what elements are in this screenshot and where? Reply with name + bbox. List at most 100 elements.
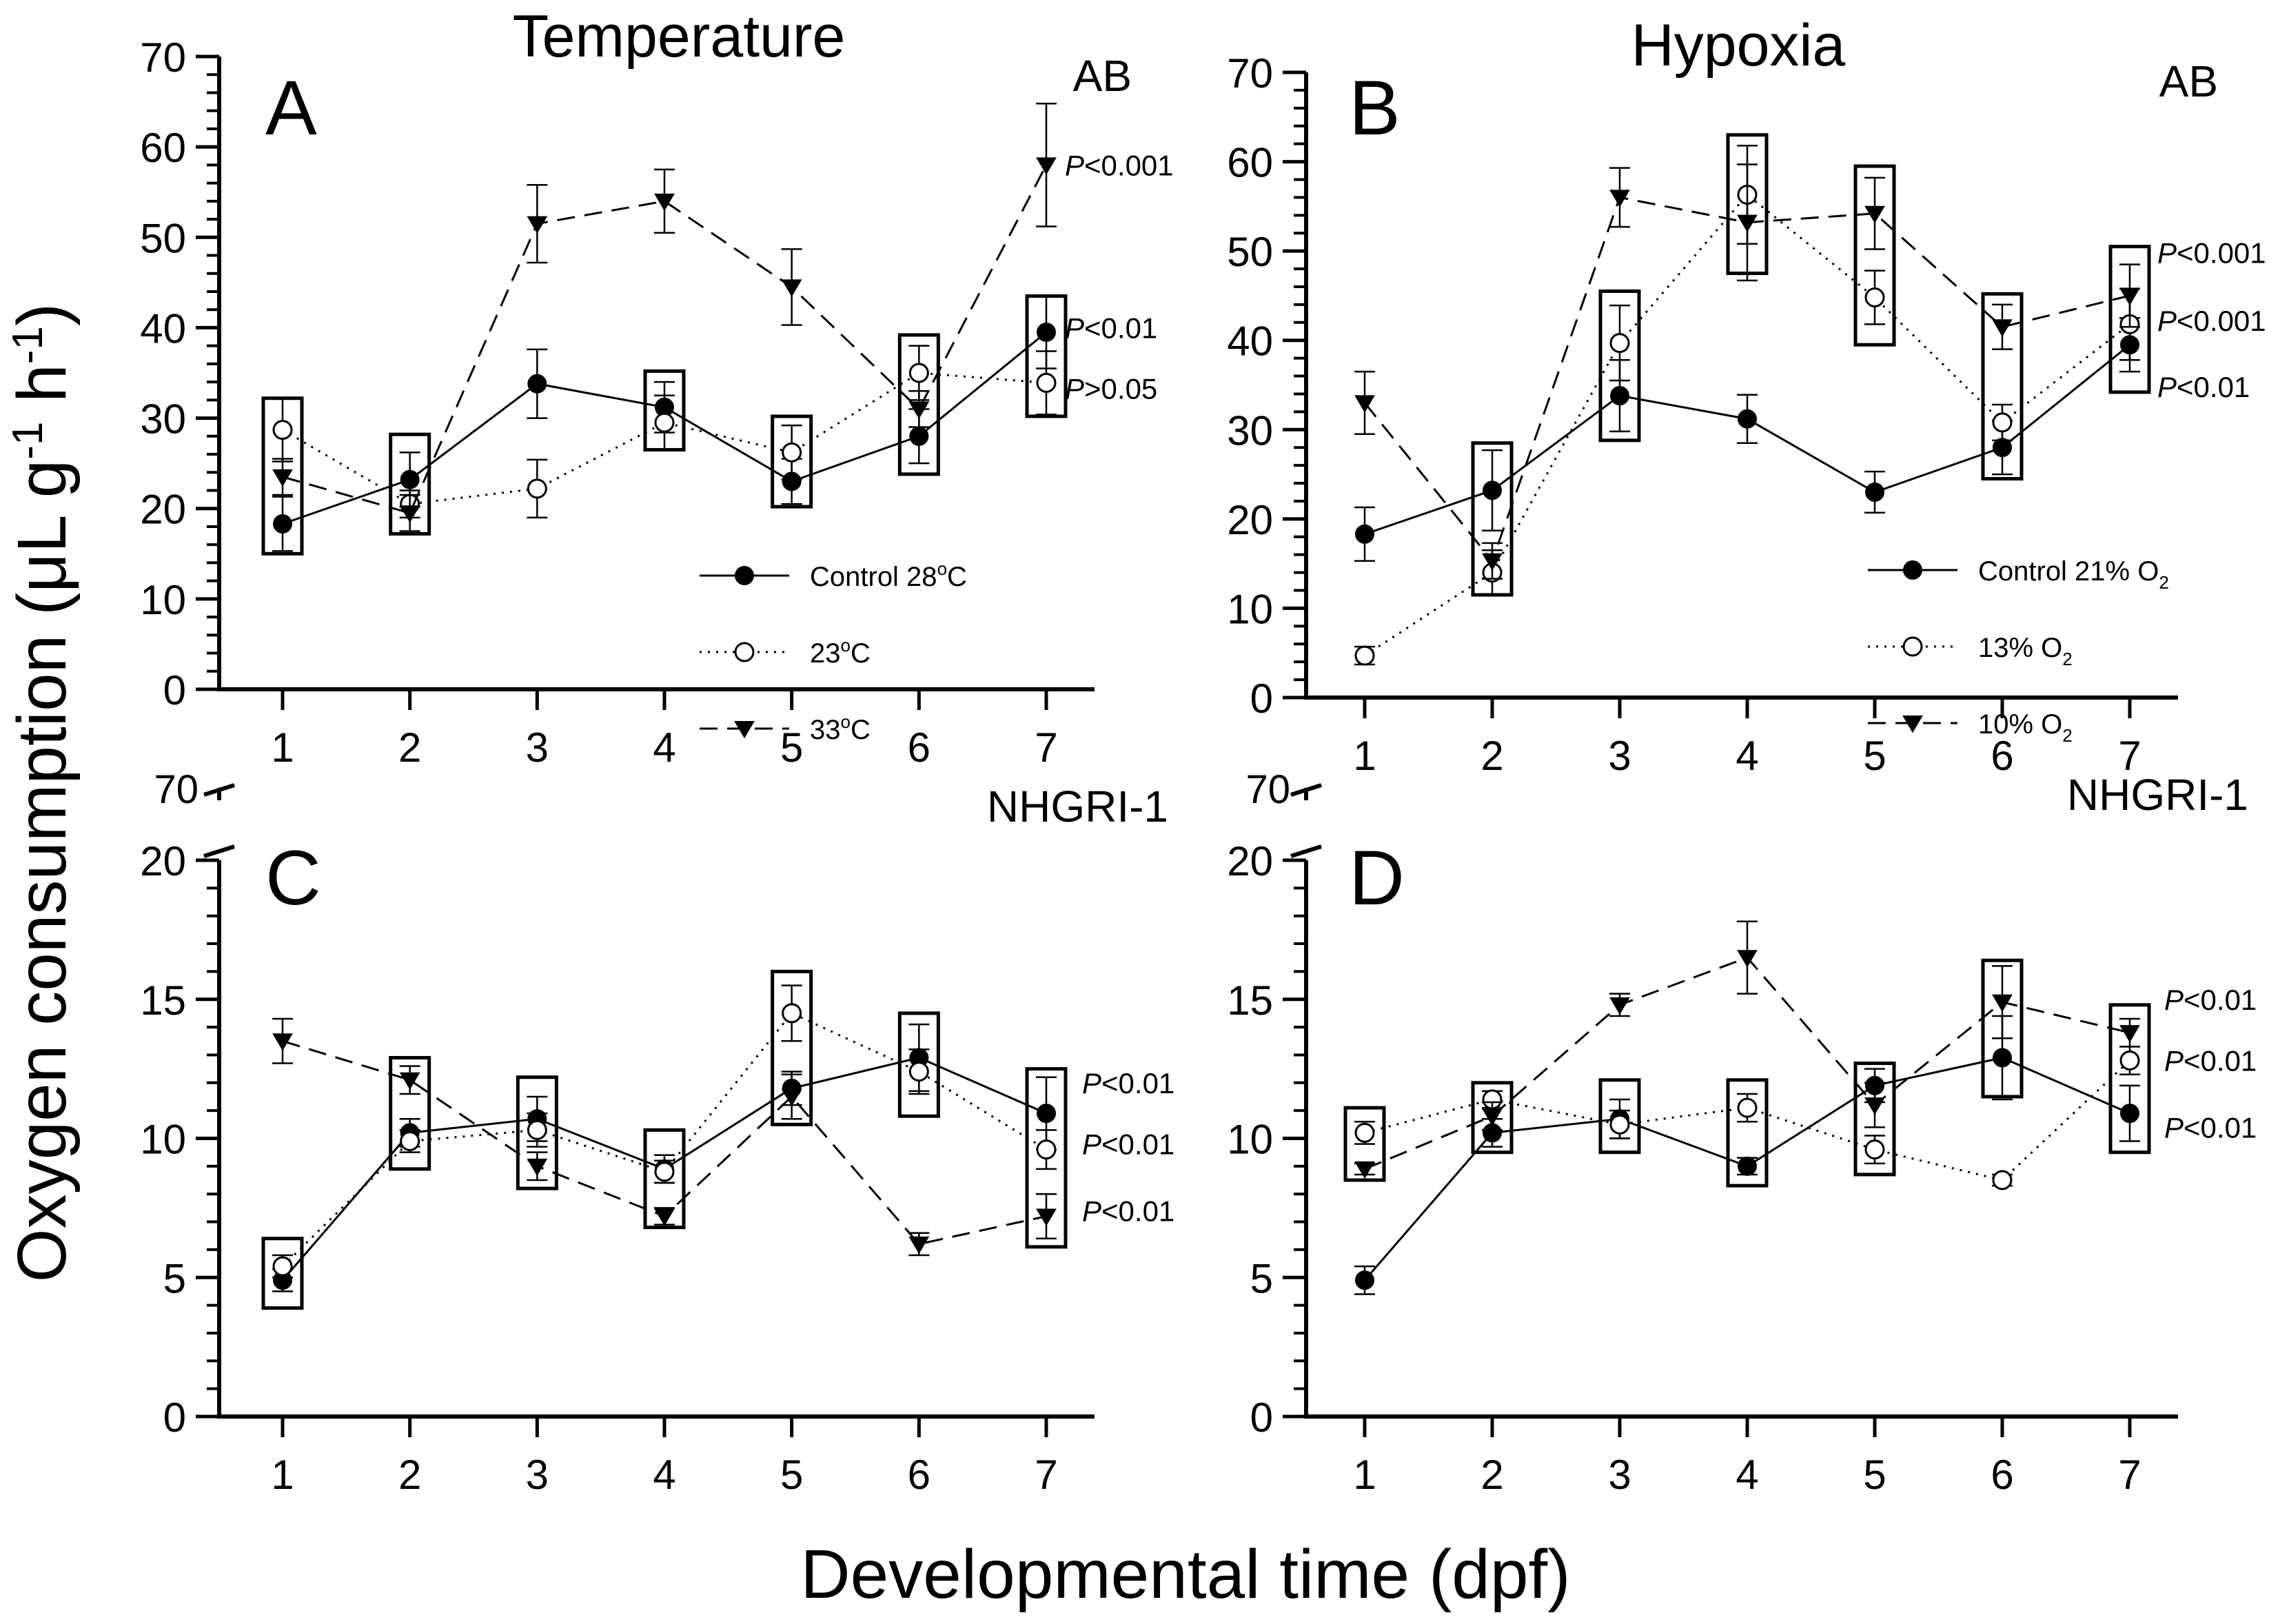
data-point-b-3 [1482, 553, 1503, 571]
y-tick-label-a: 60 [140, 125, 186, 171]
p-value-annotation-c: P<0.01 [1082, 1195, 1174, 1227]
p-value-annotation-d: P<0.01 [2164, 1045, 2257, 1077]
data-point-c-3 [1036, 1208, 1057, 1226]
x-tick-label-d: 4 [1736, 1452, 1758, 1498]
legend-label-b: 13% O2 [1978, 633, 2073, 669]
p-value-text: <0.01 [1101, 1128, 1174, 1161]
panel-label-a: A [265, 65, 317, 151]
broken-axis-mark-bottom-d [1290, 844, 1322, 858]
y-tick-label-c: 15 [140, 977, 186, 1024]
y-tick-label-a: 50 [140, 215, 186, 261]
significance-box-a [771, 414, 813, 509]
data-point-c-2 [908, 1062, 929, 1082]
data-point-c-2 [400, 1131, 420, 1152]
x-tick-label-d: 2 [1481, 1452, 1503, 1498]
data-point-a-3 [1036, 157, 1057, 175]
significance-box-c [389, 1055, 431, 1171]
column-title-hypoxia: Hypoxia [1631, 12, 1846, 79]
y-tick-label-c: 20 [140, 838, 186, 884]
broken-axis-label-d: 70 [1245, 767, 1290, 812]
y-tick-label-d: 0 [1250, 1394, 1273, 1441]
data-point-c-2 [654, 1161, 675, 1182]
data-point-b-3 [1992, 319, 2013, 337]
p-value-annotation-a: P>0.05 [1065, 372, 1157, 405]
strain-label-d: NHGRI-1 [2067, 770, 2248, 820]
data-point-a-1 [273, 514, 292, 534]
data-point-d-3 [2119, 1025, 2140, 1043]
data-point-b-3 [1864, 205, 1885, 224]
p-value-text: <0.001 [2177, 237, 2266, 270]
significance-box-d [1598, 1078, 1641, 1155]
legend-marker-b [1902, 715, 1923, 733]
y-tick-label-b: 20 [1227, 497, 1273, 543]
x-tick-label-a: 1 [271, 724, 294, 771]
y-tick-label-d: 10 [1227, 1117, 1273, 1163]
data-point-a-3 [527, 216, 548, 234]
data-point-b-1 [1355, 524, 1374, 544]
data-point-b-2 [1864, 287, 1885, 308]
data-point-d-2 [1737, 1097, 1758, 1118]
y-tick-label-a: 40 [140, 305, 186, 352]
p-value-text: <0.01 [2184, 1111, 2257, 1144]
significance-box-c [897, 1011, 940, 1118]
series-b-1 [1354, 317, 2140, 562]
p-value-text: <0.01 [1101, 1195, 1174, 1227]
data-point-c-2 [272, 1256, 293, 1277]
x-tick-label-c: 7 [1035, 1452, 1057, 1498]
p-value-text: >0.05 [1084, 372, 1157, 405]
p-value-italic: P [1065, 372, 1084, 405]
data-point-d-2 [1992, 1170, 2013, 1190]
data-point-b-3 [1354, 395, 1375, 413]
x-tick-label-b: 7 [2118, 733, 2141, 779]
legend-marker-b [1903, 560, 1922, 580]
p-value-text: <0.001 [1084, 149, 1174, 181]
data-point-d-1 [1738, 1156, 1757, 1176]
significance-box-a [389, 432, 431, 536]
data-point-d-2 [1354, 1122, 1375, 1143]
data-point-a-2 [782, 442, 802, 463]
data-point-d-3 [1992, 994, 2013, 1013]
data-point-a-1 [909, 426, 929, 446]
x-tick-label-b: 1 [1353, 733, 1376, 779]
data-point-c-3 [654, 1208, 675, 1226]
y-tick-label-b: 70 [1227, 50, 1273, 97]
x-tick-label-c: 4 [653, 1452, 675, 1498]
p-value-italic: P [1065, 312, 1084, 344]
strain-label-a: AB [1073, 51, 1132, 101]
x-tick-label-a: 7 [1035, 724, 1057, 771]
p-value-text: <0.01 [2184, 1045, 2257, 1077]
data-point-a-3 [908, 401, 930, 419]
legend-label-a: 23oC [810, 635, 871, 669]
y-tick-label-b: 30 [1227, 407, 1273, 454]
p-value-text: <0.01 [2177, 371, 2250, 403]
strain-label-c: NHGRI-1 [987, 782, 1168, 831]
significance-box-b [1981, 292, 2024, 481]
p-value-text: <0.01 [2184, 984, 2257, 1016]
broken-axis-mark-top-d [1290, 783, 1322, 797]
x-tick-label-c: 2 [398, 1452, 421, 1498]
data-point-a-2 [272, 420, 293, 440]
data-point-d-3 [1354, 1161, 1375, 1179]
data-point-c-3 [272, 1033, 293, 1051]
data-point-b-1 [1610, 386, 1629, 406]
data-point-b-1 [1483, 480, 1502, 500]
x-tick-label-b: 6 [1991, 733, 2013, 779]
y-tick-label-d: 20 [1227, 838, 1273, 884]
significance-box-d [1343, 1106, 1386, 1182]
data-point-b-2 [1354, 645, 1375, 666]
p-value-annotation-d: P<0.01 [2164, 1111, 2257, 1144]
column-title-temperature: Temperature [513, 3, 846, 70]
panel-label-d: D [1349, 835, 1405, 921]
p-value-italic: P [2164, 1045, 2184, 1077]
broken-axis-mark-bottom-c [203, 844, 235, 858]
data-point-c-2 [1036, 1139, 1057, 1160]
data-point-a-2 [654, 412, 675, 433]
series-c-2 [272, 984, 1057, 1279]
x-tick-label-b: 3 [1608, 733, 1631, 779]
y-tick-label-c: 10 [140, 1117, 186, 1163]
y-tick-label-b: 40 [1227, 318, 1273, 365]
